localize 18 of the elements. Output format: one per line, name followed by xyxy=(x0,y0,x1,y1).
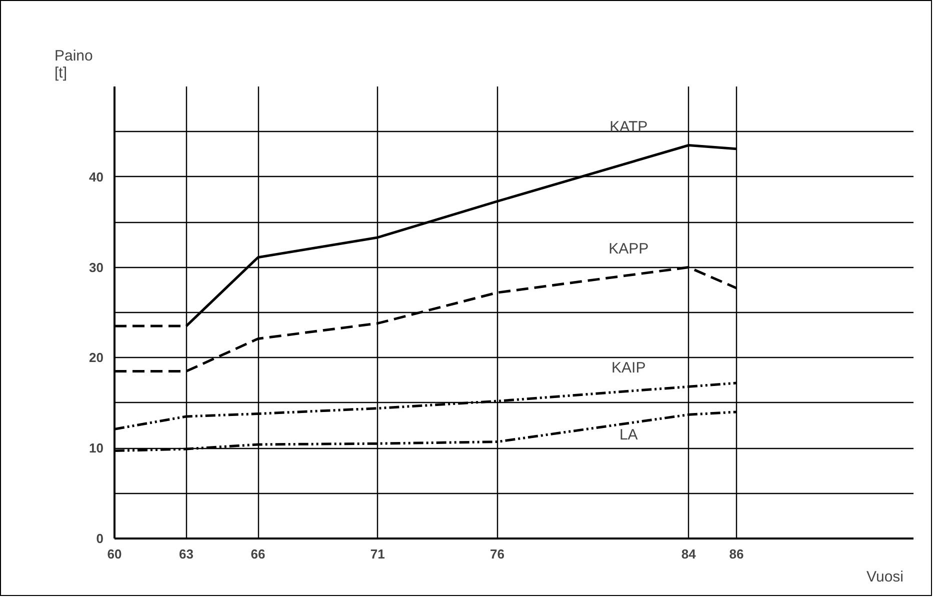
series-label: KAIP xyxy=(612,360,646,377)
x-tick-label: 60 xyxy=(107,546,122,562)
y-axis-title: Paino [t] xyxy=(54,48,93,82)
x-tick-label: 86 xyxy=(729,546,744,562)
y-tick-label: 30 xyxy=(89,260,104,275)
series-label: KAPP xyxy=(608,240,649,258)
x-tick-label: 71 xyxy=(370,546,385,562)
x-axis-title: Vuosi xyxy=(866,568,904,586)
y-tick-label: 10 xyxy=(89,440,104,456)
x-tick-label: 76 xyxy=(490,546,504,562)
series-label: LA xyxy=(619,426,638,444)
series-label: KATP xyxy=(610,118,648,136)
x-tick-label: 84 xyxy=(681,546,697,562)
y-tick-label: 0 xyxy=(96,531,104,546)
y-tick-label: 40 xyxy=(89,169,104,184)
x-tick-label: 66 xyxy=(250,546,266,562)
x-tick-label: 63 xyxy=(179,546,194,562)
y-tick-label: 20 xyxy=(89,350,104,366)
